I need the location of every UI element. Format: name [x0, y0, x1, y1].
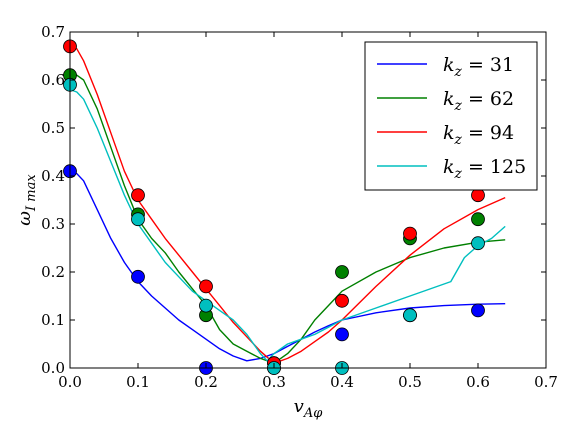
plot-frame: [69, 31, 547, 369]
legend: kz = 31 kz = 62 kz = 94 kz = 125: [364, 41, 538, 191]
data-point-k-z-31: [471, 303, 485, 318]
x-tick-label: 0.6: [466, 373, 490, 391]
y-tick-label: 0.7: [41, 23, 65, 41]
y-tick-label: 0.6: [41, 71, 65, 89]
legend-label-k-z-94: kz = 94: [443, 122, 514, 148]
data-point-k-z-62: [335, 265, 349, 279]
x-tick-label: 0.1: [126, 373, 150, 391]
legend-label-k-z-125: kz = 125: [443, 156, 526, 182]
data-point-k-z-125: [403, 308, 417, 323]
data-point-k-z-31: [131, 269, 145, 284]
x-tick-label: 0.2: [194, 373, 218, 391]
series-line-k-z-125: [69, 88, 506, 362]
x-axis-label: vAφ: [294, 396, 324, 421]
y-tick-label: 0.4: [41, 167, 65, 185]
data-point-k-z-125: [131, 212, 145, 227]
x-tick-label: 0.3: [262, 373, 286, 391]
x-axis-label-text: vAφ: [294, 396, 324, 421]
data-point-k-z-94: [403, 226, 417, 241]
data-point-k-z-94: [471, 188, 485, 203]
x-tick-label: 0.7: [534, 373, 558, 391]
series-line-k-z-31: [69, 170, 506, 362]
data-point-k-z-94: [335, 293, 349, 308]
data-point-k-z-94: [131, 188, 145, 203]
series-lines: [69, 45, 506, 364]
x-tick-label: 0.4: [330, 373, 354, 391]
y-tick-label: 0.2: [41, 263, 65, 281]
y-tick-label: 0.3: [41, 215, 65, 233]
series-points: [63, 39, 485, 375]
data-point-k-z-125: [471, 236, 485, 251]
series-line-k-z-94: [69, 45, 506, 364]
y-tick-label: 0.0: [41, 359, 65, 377]
series-line-k-z-62: [70, 74, 506, 364]
data-point-k-z-125: [199, 298, 213, 313]
legend-label-k-z-62: kz = 62: [443, 88, 514, 114]
y-axis-label-text: ωI max: [14, 174, 39, 226]
axis-ticks: 0.0 0.1 0.2 0.3 0.4 0.5 0.6 0.7 0.0 0.1 0.2 0.3 0.4 0…: [41, 23, 558, 391]
data-point-k-z-94: [199, 279, 213, 294]
legend-label-k-z-31: kz = 31: [443, 54, 514, 80]
x-tick-label: 0.5: [398, 373, 422, 391]
y-tick-label: 0.1: [41, 311, 65, 329]
y-axis-label: ωI max: [14, 174, 39, 226]
data-point-k-z-31: [335, 327, 349, 342]
y-tick-label: 0.5: [41, 119, 65, 137]
x-tick-label: 0.0: [58, 373, 82, 391]
data-point-k-z-62: [471, 212, 485, 227]
